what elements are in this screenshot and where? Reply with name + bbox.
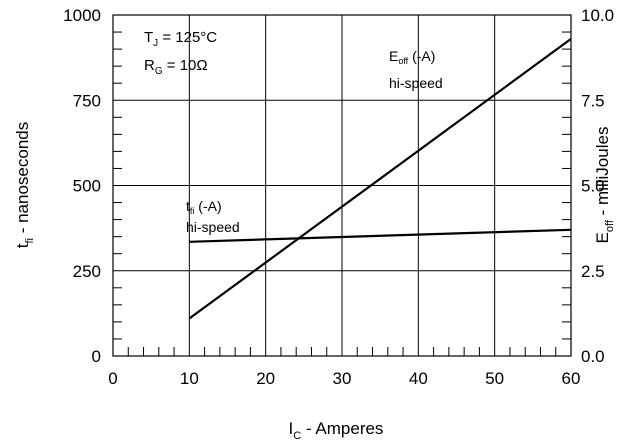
x-tick-label: 40	[409, 369, 428, 388]
series-label-eoff: Eoff (-A)	[389, 48, 435, 66]
condition-tj: TJ = 125°C	[144, 29, 217, 49]
x-tick-label: 30	[333, 369, 352, 388]
condition-rg-main: R	[144, 57, 155, 74]
plot-frame	[112, 14, 572, 357]
y-axis-right-title: Eoff - milliJoules	[593, 127, 616, 244]
y-left-tick-label: 0	[92, 347, 101, 366]
x-tick-label: 0	[108, 369, 117, 388]
x-tick-label: 50	[485, 369, 504, 388]
x-axis-title: IC - Amperes	[289, 419, 384, 442]
y-right-tick-label: 5.0	[581, 177, 605, 196]
series-label-eoff-sub: off	[398, 56, 408, 66]
y-right-tick-label: 10.0	[581, 6, 614, 25]
y-left-tick-label: 250	[73, 262, 101, 281]
minor-ticks	[113, 31, 571, 356]
grid-lines	[113, 15, 571, 356]
x-tick-label: 60	[562, 369, 581, 388]
x-axis-title-sub: C	[293, 430, 301, 442]
y-right-tick-label: 0.0	[581, 347, 605, 366]
condition-tj-sub: J	[153, 38, 158, 49]
series-lines	[188, 38, 572, 320]
x-axis-title-main: I	[289, 419, 294, 438]
y-axis-right-title-sub: off	[604, 219, 616, 232]
condition-rg-sub: G	[155, 66, 163, 77]
y-axis-left-title-main: t	[13, 243, 32, 248]
y-left-tick-label: 750	[73, 91, 101, 110]
x-axis-title-rest: - Amperes	[301, 419, 383, 438]
condition-rg: RG = 10Ω	[144, 57, 208, 77]
series-label-eoff-line2: hi-speed	[389, 75, 443, 91]
series-label-tfi-line2: hi-speed	[186, 219, 240, 235]
y-left-tick-label: 500	[73, 177, 101, 196]
series-line-eoff	[188, 38, 572, 320]
condition-rg-rest: = 10Ω	[163, 57, 208, 74]
y-axis-left-title-sub: fi	[24, 238, 36, 244]
y-axis-right-title-rest: - milliJoules	[593, 127, 612, 221]
series-label-tfi: tfi (-A)	[186, 198, 222, 216]
y-axis-left-title-rest: - nanoseconds	[13, 122, 32, 238]
x-tick-label: 20	[256, 369, 275, 388]
tick-labels: 0 10 20 30 40 50 60 0 250 500 750 1000 0.0 2.5 5.0 7.5 1…	[63, 6, 614, 388]
y-axis-right-title-main: E	[593, 232, 612, 243]
x-tick-label: 10	[180, 369, 199, 388]
y-right-tick-label: 2.5	[581, 262, 605, 281]
series-label-eoff-rest: (-A)	[408, 48, 435, 64]
y-left-tick-label: 1000	[63, 6, 101, 25]
series-label-eoff-main: E	[389, 48, 398, 64]
y-axis-left-title: tfi - nanoseconds	[13, 122, 36, 248]
series-label-tfi-sub: fi	[190, 206, 195, 216]
condition-tj-rest: = 125°C	[158, 29, 217, 46]
series-label-tfi-rest: (-A)	[194, 198, 221, 214]
series-label-tfi-main: t	[186, 198, 190, 214]
condition-tj-main: T	[144, 29, 153, 46]
y-right-tick-label: 7.5	[581, 91, 605, 110]
series-line-tfi	[189, 228, 572, 243]
